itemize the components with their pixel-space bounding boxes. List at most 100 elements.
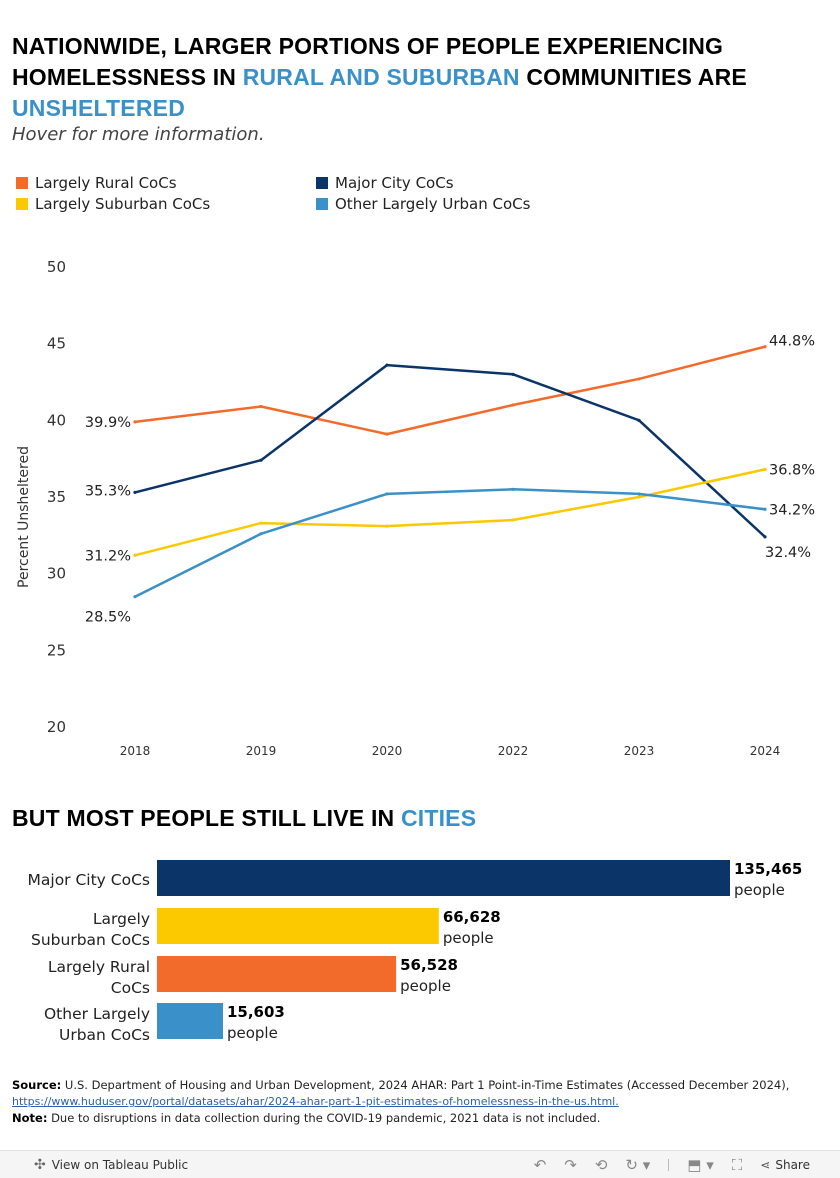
data-point[interactable] [133,420,137,424]
bar[interactable] [157,860,730,896]
start-data-label: 39.9% [85,415,131,431]
data-point[interactable] [637,492,641,496]
data-point[interactable] [133,553,137,557]
y-tick-label: 25 [47,641,66,659]
section-title-cities: BUT MOST PEOPLE STILL LIVE IN CITIES [12,805,476,832]
data-point[interactable] [259,404,263,409]
view-on-tableau-link[interactable]: ✣ View on Tableau Public [34,1157,188,1173]
bar-chart[interactable]: Major City CoCs 135,465 people Largely Subur… [0,850,840,1050]
legend-label: Largely Rural CoCs [35,174,177,192]
legend-label: Other Largely Urban CoCs [335,195,531,213]
source-link[interactable]: https://www.huduser.gov/portal/datasets/… [12,1095,619,1108]
data-point[interactable] [511,487,515,491]
share-button[interactable]: ⋖ Share [760,1158,810,1172]
data-point[interactable] [763,345,767,349]
legend-label: Major City CoCs [335,174,454,192]
data-point[interactable] [637,495,641,499]
fullscreen-icon[interactable]: ⛶ [731,1156,743,1174]
data-point[interactable] [133,490,137,494]
series-line-other-largely-urban-cocs[interactable] [134,488,766,598]
y-tick-label: 35 [47,488,66,506]
refresh-icon[interactable]: ↻ ▾ [625,1156,651,1174]
bar-unit-label: people [227,1024,278,1042]
x-tick-label: 2023 [624,744,655,758]
y-axis-label: Percent Unsheltered [16,446,32,588]
data-point[interactable] [385,363,389,367]
bar[interactable] [157,1003,223,1039]
toolbar-actions: ↶ ↷ ⟲ ↻ ▾ ⬒ ▾ ⛶ ⋖ Share [516,1156,810,1174]
data-point[interactable] [385,524,389,528]
bar-unit-label: people [734,881,785,899]
section-title-highlight: CITIES [400,805,477,831]
bar-value-label: 56,528 [400,956,458,974]
toolbar-divider [668,1159,670,1171]
section-title-text: BUT MOST PEOPLE STILL LIVE IN [12,805,401,831]
series-line-largely-suburban-cocs[interactable] [134,468,766,557]
legend-item-rural[interactable]: Largely Rural CoCs [16,174,177,192]
legend-swatch [16,177,28,189]
line-chart[interactable]: 20 25 30 35 40 45 50 2018 2019 2020 2022 2023 2024 Pe… [0,240,840,770]
bar-category-label: Largely Rural [48,958,150,976]
revert-icon[interactable]: ⟲ [594,1156,608,1174]
legend-item-other-urban[interactable]: Other Largely Urban CoCs [316,195,530,213]
footer: Source: U.S. Department of Housing and U… [12,1077,832,1126]
bar-category-label: Other Largely [44,1005,150,1023]
note-text: Due to disruptions in data collection du… [47,1111,601,1125]
bar-category-label: Urban CoCs [59,1026,150,1044]
legend-swatch [316,177,328,189]
tableau-toolbar: ✣ View on Tableau Public ↶ ↷ ⟲ ↻ ▾ ⬒ ▾ ⛶… [0,1150,840,1178]
data-point[interactable] [637,377,641,381]
bar[interactable] [157,956,397,992]
bar-unit-label: people [443,929,494,947]
bar-category-label: Largely [93,910,150,928]
x-tick-label: 2024 [750,744,781,758]
title-highlight-rural-suburban: RURAL AND SUBURBAN [242,64,520,90]
bar-category-label: Major City CoCs [28,871,150,889]
data-point[interactable] [259,458,263,462]
x-tick-label: 2022 [498,744,529,758]
data-point[interactable] [763,535,767,539]
data-point[interactable] [259,521,263,525]
redo-icon[interactable]: ↷ [564,1156,577,1174]
source-text: U.S. Department of Housing and Urban Dev… [61,1078,790,1092]
y-tick-label: 20 [47,718,66,736]
start-data-label: 28.5% [85,610,131,626]
undo-icon[interactable]: ↶ [533,1156,547,1174]
legend-swatch [316,198,328,210]
legend-item-suburban[interactable]: Largely Suburban CoCs [16,195,210,213]
data-point[interactable] [637,418,641,422]
data-point[interactable] [511,518,515,522]
title-highlight-unsheltered: UNSHELTERED [12,95,186,121]
legend: Largely Rural CoCs Major City CoCs Large… [16,174,616,218]
bar[interactable] [157,908,439,944]
y-tick-label: 40 [47,411,66,429]
bar-value-label: 135,465 [734,860,802,878]
data-point[interactable] [763,507,767,511]
data-point[interactable] [763,467,767,471]
data-point[interactable] [133,595,137,599]
chart-title: NATIONWIDE, LARGER PORTIONS OF PEOPLE EX… [12,31,832,124]
bar-value-label: 66,628 [443,908,501,926]
series-line-major-city-cocs[interactable] [134,363,766,538]
data-point[interactable] [511,372,515,376]
data-point[interactable] [385,432,389,436]
title-text: NATIONWIDE, LARGER PORTIONS OF PEOPLE EX… [12,33,724,90]
x-tick-label: 2019 [246,744,277,758]
end-data-label: 34.2% [769,502,815,518]
data-point[interactable] [511,403,515,407]
download-icon[interactable]: ⬒ ▾ [687,1156,714,1174]
data-point[interactable] [259,532,263,536]
bar-category-label: CoCs [111,979,150,997]
data-point[interactable] [385,492,389,496]
end-data-label: 32.4% [765,545,811,561]
title-text-2: COMMUNITIES ARE [519,64,747,90]
source-label: Source: [12,1078,62,1092]
view-on-tableau-label: View on Tableau Public [51,1158,189,1172]
bar-category-label: Suburban CoCs [31,931,150,949]
end-data-label: 36.8% [769,462,815,478]
series-line-largely-rural-cocs[interactable] [134,345,766,436]
bar-unit-label: people [400,977,451,995]
note-label: Note: [12,1111,48,1125]
legend-item-major-city[interactable]: Major City CoCs [316,174,454,192]
x-tick-label: 2020 [372,744,403,758]
